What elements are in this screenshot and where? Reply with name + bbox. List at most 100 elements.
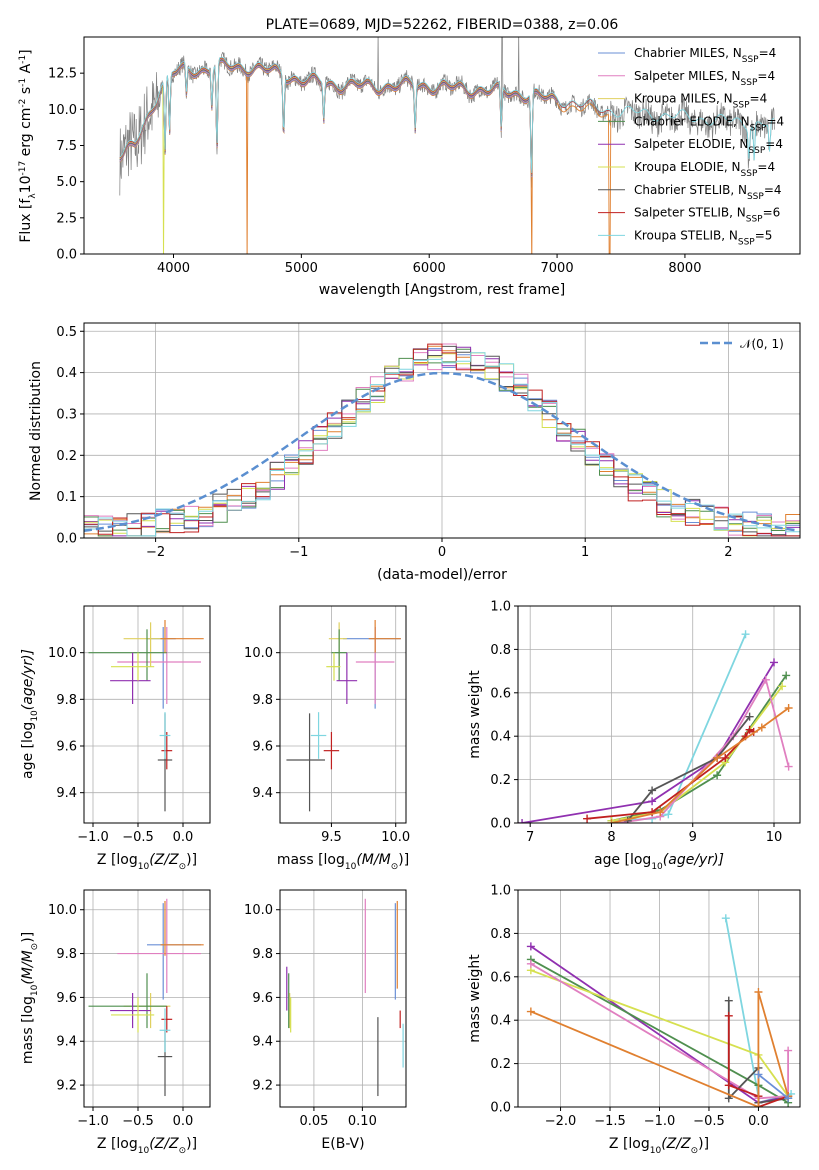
x-tick-label: 0.10 (348, 1114, 377, 1129)
x-tick-label: −0.5 (122, 1114, 154, 1129)
z-age-axes-ylabel-part: age [log (20, 722, 36, 779)
spectrum-ylabel-part: erg cm (18, 108, 34, 161)
y-tick-label: 2.5 (56, 211, 77, 226)
z-mass-axes-xlabel-part: ⊙ (179, 1146, 187, 1156)
legend-label-part: =6 (763, 206, 781, 220)
spectrum-model-line (119, 58, 558, 254)
normal-curve (84, 371, 798, 533)
spectrum-ylabel-part: 10 (18, 176, 34, 194)
spectrum-model-line (119, 56, 775, 174)
z-weight-axes-xlabel-part: 10 (650, 1146, 662, 1156)
z-mass-axes-xlabel-part: 10 (138, 1146, 150, 1156)
weight-marker (724, 1011, 733, 1020)
z-mass-axes-xlabel-part: )] (186, 1136, 197, 1152)
legend-label-part: Kroupa MILES, N (634, 92, 733, 106)
spectrum-model-line (119, 61, 612, 254)
y-tick-label: 9.8 (252, 693, 273, 708)
legend-label-part: =5 (755, 228, 773, 242)
spectrum-ylabel-part: Flux [f (18, 198, 34, 243)
x-tick-label: 7000 (541, 261, 574, 276)
weight-line (530, 963, 789, 1100)
residual-histogram (84, 343, 800, 537)
spectrum-xlabel: wavelength [Angstrom, rest frame] (319, 282, 565, 298)
y-tick-label: 5.0 (56, 175, 77, 190)
age-weight-axes-xlabel-part: (age/yr)] (663, 852, 724, 868)
axes-frame (83, 889, 211, 1108)
z-weight-axes: −2.0 −1.5 −1.0 −0.5 0.0 0.0 0.2 0.4 0.6 0.8 1.0 (490, 884, 801, 1129)
y-tick-label: 10.0 (244, 646, 273, 661)
spectrum-model-line (119, 57, 612, 174)
weight-marker (724, 996, 733, 1005)
weight-marker (754, 1103, 763, 1107)
ebv-mass-axes-plot (280, 890, 406, 1107)
x-tick-label: 2 (724, 545, 732, 560)
spectrum-ylabel-part: λ (28, 193, 38, 199)
spectrum-model-line (119, 60, 558, 177)
legend-label-part: =4 (764, 183, 782, 197)
legend-label-part: Kroupa ELODIE, N (634, 160, 741, 174)
z-age-axes-ylabel: age [log10(age/yr)] (20, 649, 40, 779)
y-tick-label: 9.8 (56, 693, 77, 708)
legend-label: Salpeter ELODIE, NSSP=4 (634, 137, 783, 156)
x-tick-label: 8 (607, 830, 615, 845)
residual-axes-plot (84, 323, 800, 538)
y-tick-label: 10.0 (244, 903, 273, 918)
weight-marker (757, 723, 766, 732)
spectrum-ylabel-part: -1 (18, 78, 28, 87)
weight-marker (607, 819, 616, 823)
weight-marker (713, 753, 722, 762)
age-weight-axes-ylabel: mass weight (467, 670, 483, 759)
spectrum-model-line (119, 58, 558, 176)
z-weight-axes-xlabel-part: (Z/Z (661, 1136, 691, 1152)
legend-label: 𝒩(0, 1) (740, 337, 784, 351)
spectrum-ylabel-part: -2 (18, 99, 28, 108)
x-tick-label: −1 (289, 545, 308, 560)
z-weight-axes-xlabel: Z [log10(Z/Z⊙)] (609, 1136, 709, 1156)
weight-marker (518, 819, 527, 823)
y-tick-label: 9.4 (252, 786, 273, 801)
legend-label-part: SSP (733, 101, 750, 111)
z-mass-axes-ylabel-part: (M/M (20, 950, 36, 984)
legend-label-part: SSP (741, 169, 758, 179)
y-tick-label: 1.0 (490, 600, 511, 615)
y-tick-label: 0.6 (490, 970, 511, 985)
z-weight-axes-xlabel-part: ⊙ (691, 1146, 699, 1156)
legend-label-part: Chabrier STELIB, N (634, 183, 747, 197)
x-tick-label: −1.0 (644, 1114, 676, 1129)
residual-xlabel: (data-model)/error (377, 567, 507, 583)
legend-label-part: Salpeter ELODIE, N (634, 137, 748, 151)
spectrum-model-line (119, 61, 558, 178)
x-tick-label: −1.0 (77, 1114, 109, 1129)
figure-title: PLATE=0689, MJD=52262, FIBERID=0388, z=0… (266, 17, 619, 33)
spectrum-axes-plot (119, 37, 775, 254)
legend-label-part: Chabrier ELODIE, N (634, 114, 750, 128)
mass-age-axes-plot (280, 606, 406, 823)
z-mass-axes-plot (84, 890, 210, 1107)
mass-age-axes-xlabel-part: 10 (345, 862, 357, 872)
legend-label: Chabrier STELIB, NSSP=4 (634, 183, 782, 202)
residual-axes: −2 −1 0 1 2 0.0 0.1 0.2 0.3 0.4 0.5 𝒩(0, 1) (56, 322, 801, 560)
y-tick-label: 0.4 (490, 730, 511, 745)
x-tick-label: 0.0 (173, 830, 194, 845)
legend-label-part: SSP (746, 215, 763, 225)
z-age-axes-xlabel-part: Z [log (97, 852, 138, 868)
mass-age-axes-xlabel-part: )] (398, 852, 409, 868)
z-age-axes-xlabel-part: ⊙ (179, 862, 187, 872)
x-tick-label: −2.0 (545, 1114, 577, 1129)
weight-marker (754, 1070, 763, 1079)
legend-label-part: SSP (738, 237, 755, 247)
weight-marker (784, 1046, 793, 1055)
mass-age-axes: 9.5 10.0 9.4 9.6 9.8 10.0 (244, 605, 410, 845)
weight-line (757, 1073, 789, 1100)
weight-marker (648, 786, 657, 795)
weight-marker (664, 810, 673, 819)
mass-age-axes-xlabel: mass [log10(M/M⊙)] (277, 852, 409, 872)
axes-frame (517, 605, 801, 824)
mass-age-axes-xlabel-part: mass [log (277, 852, 345, 868)
legend-label-part: =4 (766, 114, 784, 128)
legend-label: Kroupa MILES, NSSP=4 (634, 92, 767, 111)
spectrum-ylabel-part: -1 (18, 55, 28, 64)
weight-marker (721, 914, 730, 923)
weight-marker (526, 959, 535, 968)
